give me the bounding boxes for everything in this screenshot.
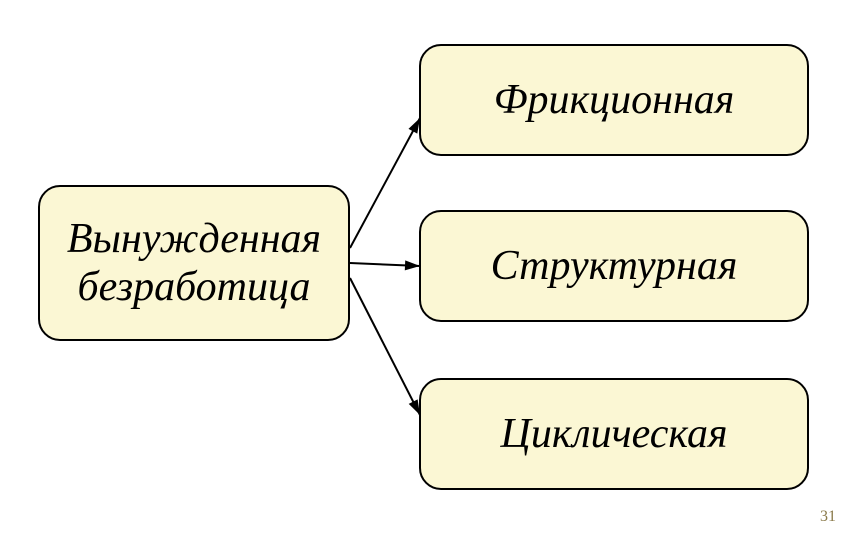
child-node-1: Фрикционная [419,44,809,156]
child-node-2: Структурная [419,210,809,322]
page-number: 31 [820,508,836,526]
child-node-1-label: Фрикционная [494,76,735,124]
root-node: Вынужденнаябезработица [38,185,350,341]
edge-arrow [350,263,420,266]
diagram-stage: Вынужденнаябезработица Фрикционная Струк… [0,0,851,540]
child-node-3-label: Циклическая [500,410,727,458]
edge-arrow [350,118,420,248]
child-node-2-label: Структурная [491,242,738,290]
edge-arrow [350,278,420,415]
root-node-label: Вынужденнаябезработица [67,215,321,312]
child-node-3: Циклическая [419,378,809,490]
